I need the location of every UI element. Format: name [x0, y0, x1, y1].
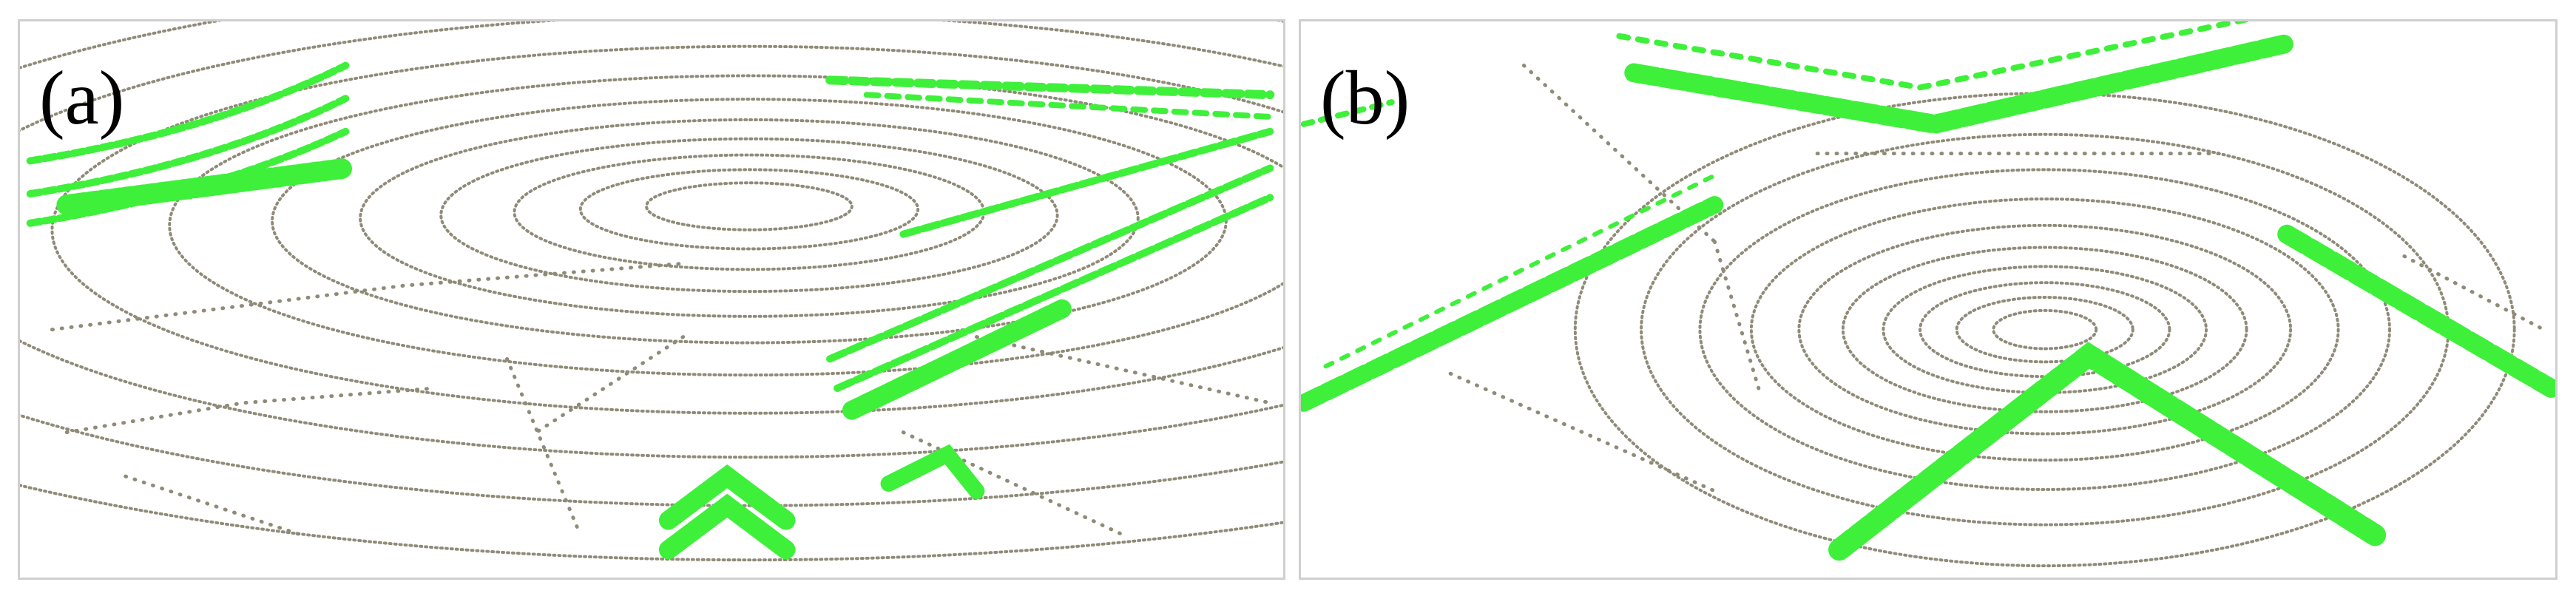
panel-label-a: (a) — [39, 55, 125, 141]
ground-scan-rings-b — [1573, 92, 2516, 568]
ground-scan-rings-a — [20, 21, 1283, 562]
point-cloud-panel-b: (b) — [1299, 19, 2558, 580]
ground-scatter-b — [1448, 64, 2546, 493]
panel-label-b: (b) — [1320, 55, 1410, 141]
point-cloud-panel-a: (a) — [18, 19, 1285, 580]
point-cloud-scene-b — [1301, 21, 2555, 568]
highlighted-structures-b — [1301, 21, 2555, 561]
ground-scatter-a — [50, 261, 1272, 537]
point-cloud-scene-a — [20, 21, 1283, 562]
highlighted-structures-a — [26, 61, 1275, 560]
